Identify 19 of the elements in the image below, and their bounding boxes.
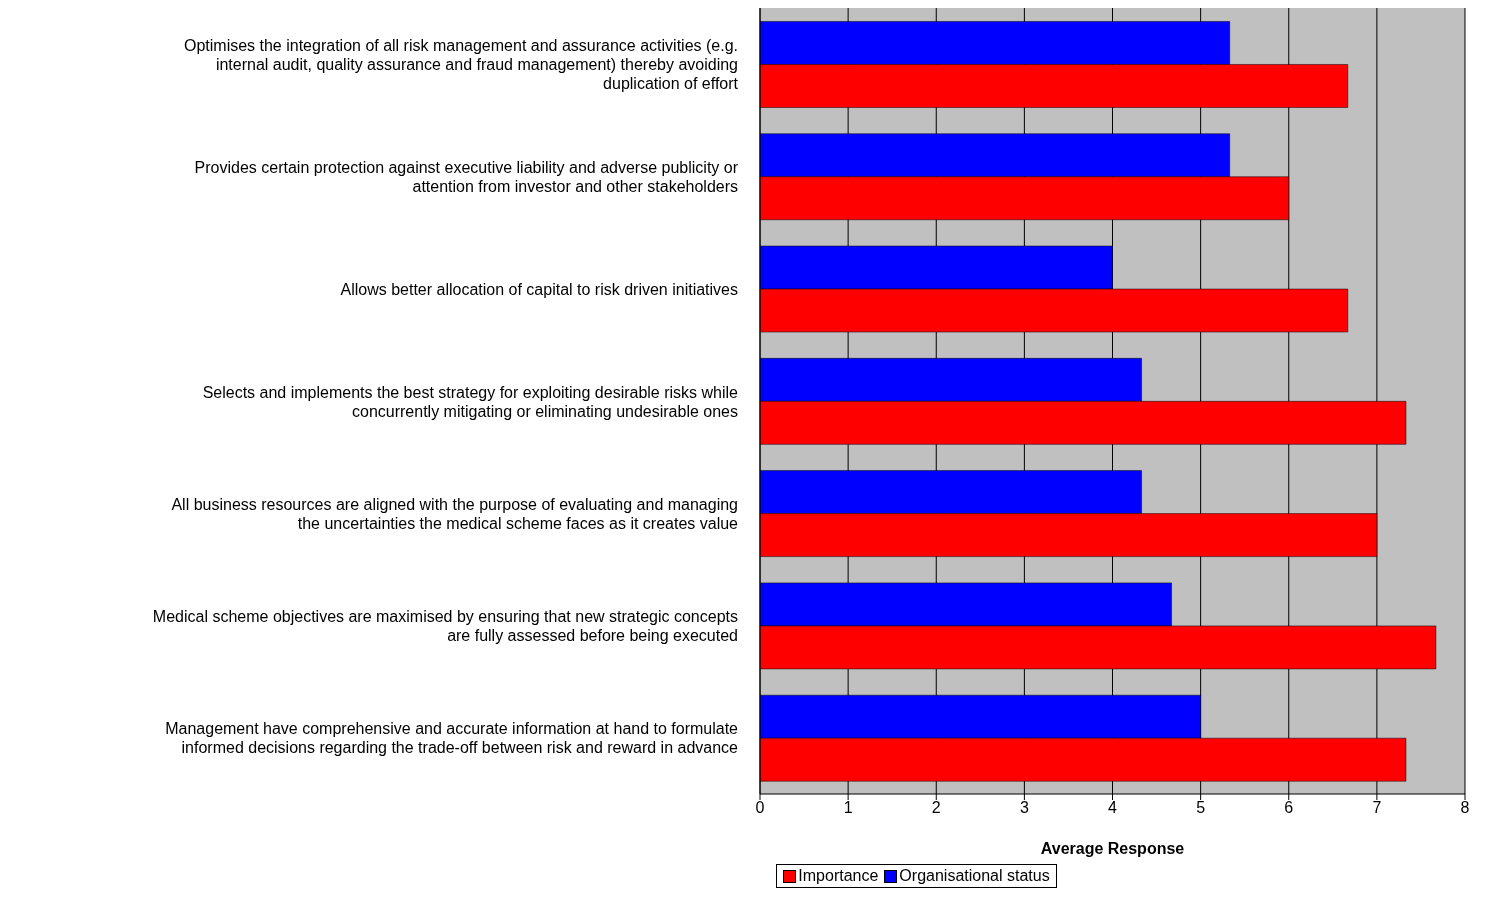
y-tick-label: Management have comprehensive and accurate information at hand to formulate informed decisions regarding the trade-off between risk and reward in advance [165,719,739,756]
legend-label: Importance [797,867,879,885]
x-tick-label: 8 [1460,799,1470,817]
y-tick-label: Selects and implements the best strategy for exploiting desirable risks while concurrently mitigating or eliminating undesirable ones [202,383,739,419]
x-axis-title: Average Response [1040,840,1185,857]
y-tick-label: Provides certain protection against executive liability and adverse publicity or attention from investor and other stakeholders [194,158,739,195]
x-tick-label: 5 [1196,799,1206,817]
y-tick-label: Allows better allocation of capital to risk driven initiatives [340,280,738,298]
x-tick-label: 4 [1108,799,1118,817]
legend-label: Organisational status [898,867,1050,885]
x-tick-label: 2 [931,799,941,817]
x-tick-label: 3 [1019,799,1029,817]
x-tick-label: 0 [755,799,765,817]
y-tick-label: Medical scheme objectives are maximised by ensuring that new strategic concepts are fully assessed before being executed [152,607,738,644]
x-tick-label: 6 [1284,799,1294,817]
x-tick-label: 1 [843,799,853,817]
y-tick-label: All business resources are aligned with the purpose of evaluating and managing the uncertainties the medical scheme faces as it creates value [171,495,739,532]
y-tick-label: Optimises the integration of all risk management and assurance activities (e.g. internal audit, quality assurance and fraud management) thereby avoiding duplication of effort [183,36,739,92]
x-tick-label: 7 [1372,799,1382,817]
